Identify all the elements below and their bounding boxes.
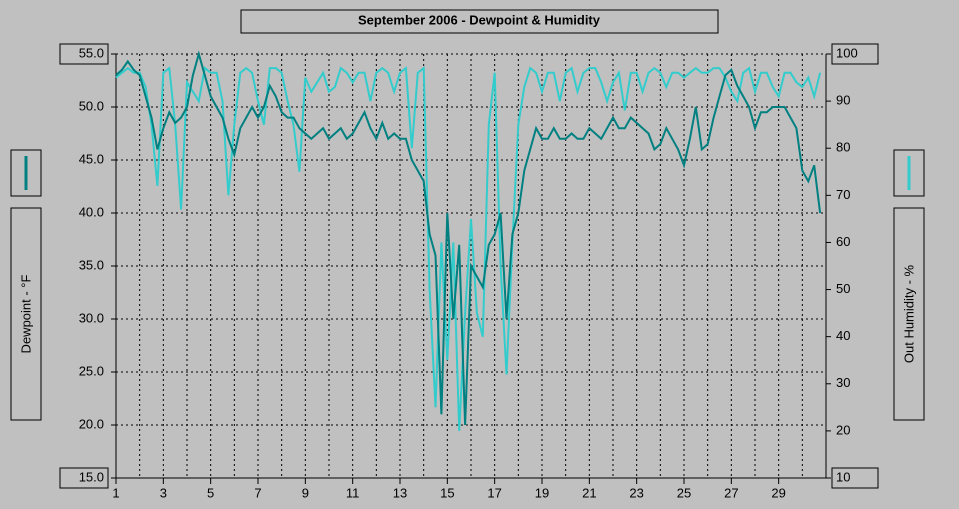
chart-title: September 2006 - Dewpoint & Humidity [358,12,601,27]
y2-tick-label: 100 [836,45,858,60]
x-tick-label: 19 [535,485,549,500]
title-box [240,9,719,34]
y2-tick-label: 40 [836,328,850,343]
x-tick-label: 5 [207,485,214,500]
y-tick-label: 45.0 [79,151,104,166]
series-line [115,66,822,431]
y-tick-label: 30.0 [79,310,104,325]
y-tick-label: 20.0 [79,416,104,431]
ylabel-box [10,207,42,421]
y2-axis-label: Out Humidity - % [901,264,916,363]
y-tick-label: 50.0 [79,98,104,113]
y2-tick-label: 80 [836,140,850,155]
x-tick-label: 25 [677,485,691,500]
tick-box [59,467,109,489]
y-tick-label: 25.0 [79,363,104,378]
x-tick-label: 27 [724,485,738,500]
y2-tick-label: 70 [836,187,850,202]
x-tick-label: 15 [440,485,454,500]
y-tick-label: 35.0 [79,257,104,272]
tick-box [831,43,879,65]
x-tick-label: 11 [346,485,360,500]
x-tick-label: 29 [771,485,785,500]
y-tick-label: 40.0 [79,204,104,219]
x-tick-label: 17 [487,485,501,500]
y-tick-label: 15.0 [79,469,104,484]
y2-tick-label: 20 [836,422,850,437]
y2-tick-label: 50 [836,281,850,296]
x-tick-label: 13 [393,485,407,500]
x-tick-label: 3 [160,485,167,500]
x-tick-label: 21 [582,485,596,500]
y2-tick-label: 60 [836,234,850,249]
x-tick-label: 1 [112,485,119,500]
y2-tick-label: 90 [836,93,850,108]
tick-box [831,467,879,489]
x-tick-label: 7 [254,485,261,500]
y-axis-label: Dewpoint - °F [18,274,33,353]
x-tick-label: 9 [302,485,309,500]
x-tick-label: 23 [629,485,643,500]
tick-box [59,43,109,65]
y2-tick-label: 30 [836,375,850,390]
y2-tick-label: 10 [836,469,850,484]
y2label-box [893,207,925,421]
series-line [115,50,822,426]
y-tick-label: 55.0 [79,45,104,60]
